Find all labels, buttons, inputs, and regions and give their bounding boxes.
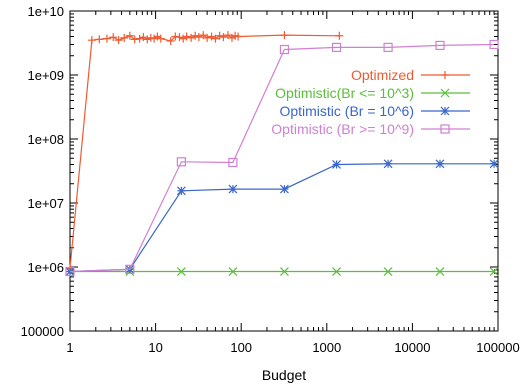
data-point [435,267,445,276]
data-point [135,34,144,43]
data-point [125,264,135,274]
series-layer [65,31,499,277]
legend-marker [441,71,449,79]
x-tick-label: 10000 [394,340,430,355]
data-point [383,159,393,169]
data-point [125,31,134,40]
data-point [279,44,290,55]
data-point [489,267,499,276]
data-point [143,35,152,44]
plot-area [69,10,499,332]
data-point [234,32,243,41]
x-axis-ticks: 1 10 100 1000 10000 100000 [66,11,520,355]
data-point [171,32,180,41]
data-point [228,157,238,168]
x-tick-label: 10 [148,340,162,355]
legend-marker [440,106,450,116]
data-point [435,40,445,51]
legend-marker [440,88,450,98]
x-tick-label: 100000 [476,340,519,355]
data-point [228,267,238,276]
y-tick-label: 1e+10 [27,4,64,19]
series-3 [65,159,499,276]
data-point [176,267,186,276]
legend-marker [440,124,450,134]
x-tick-label: 1000 [312,340,341,355]
data-point [156,34,165,43]
data-point [176,186,186,196]
data-point [102,34,111,43]
data-point [211,34,220,43]
data-point [223,31,232,40]
data-point [65,267,75,276]
series-4 [65,39,499,277]
data-point [383,42,393,52]
legend: Optimized Optimistic(Br <= 10^3) Optimisti… [271,67,470,137]
data-point [331,42,342,52]
data-point [187,33,196,42]
data-point [166,36,175,45]
legend-label: Optimistic (Br = 10^6) [279,103,414,119]
data-point [203,33,212,42]
legend-label: Optimistic(Br <= 10^3) [275,85,414,101]
data-point [489,39,499,50]
data-point [215,31,224,40]
data-point [280,31,289,40]
data-point [332,160,341,169]
data-point [332,267,341,276]
data-point [194,33,203,42]
data-point [120,33,129,42]
data-point [335,31,344,40]
data-point [435,159,445,169]
data-point [182,32,191,41]
series-1 [66,31,344,273]
data-point [65,266,75,277]
legend-label: Optimized [351,67,414,83]
data-point [114,36,123,45]
x-tick-label: 100 [230,340,252,355]
data-point [489,159,499,169]
data-point [191,31,200,40]
data-point [95,35,104,44]
x-tick-label: 1 [66,340,73,355]
y-tick-label: 100000 [21,324,64,339]
x-axis-label: Budget [262,367,306,383]
y-tick-label: 1e+07 [27,196,64,211]
data-point [175,33,184,42]
legend-label: Optimistic (Br >= 10^9) [271,121,414,137]
data-point [87,36,96,45]
data-point [228,184,238,194]
data-point [219,33,228,42]
y-tick-label: 1e+06 [27,260,64,275]
data-point [280,184,289,194]
y-tick-label: 1e+09 [27,68,64,83]
y-tick-label: 1e+08 [27,132,64,147]
data-point [109,33,118,42]
data-point [383,267,393,276]
data-point [130,35,139,44]
data-point [176,157,186,167]
series-line [69,43,495,273]
data-point [280,267,289,276]
